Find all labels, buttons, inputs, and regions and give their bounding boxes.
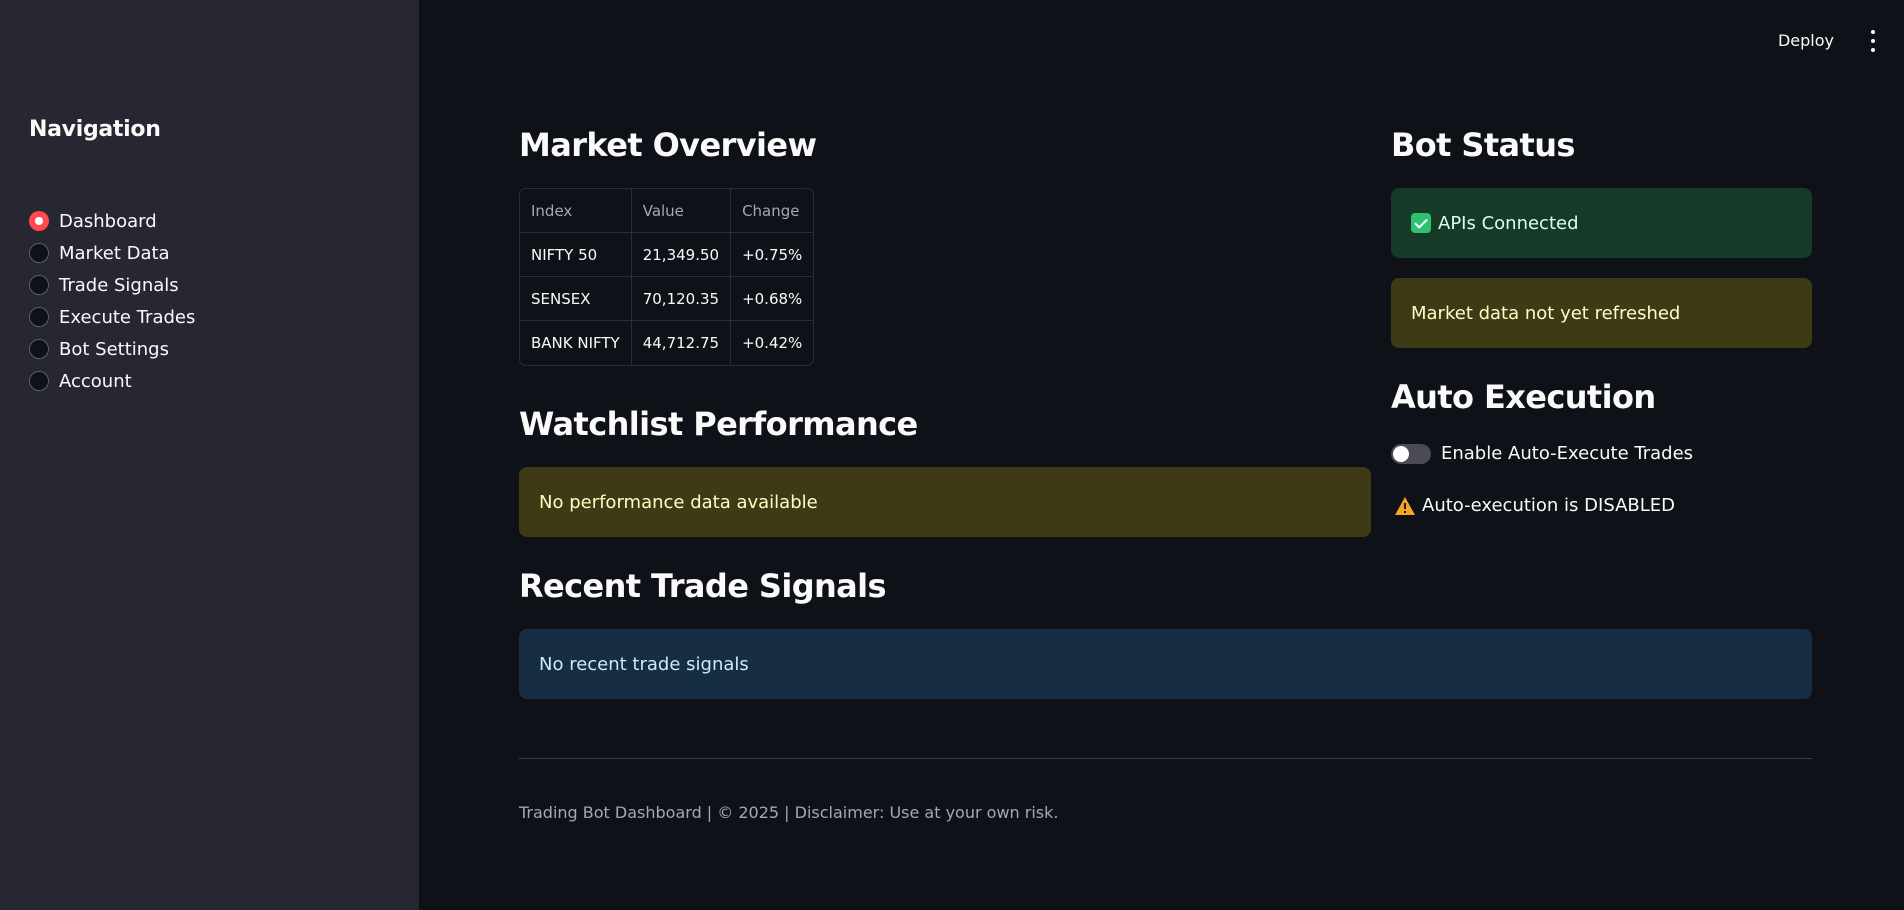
column-header[interactable]: Change bbox=[731, 189, 814, 233]
nav-item-dashboard[interactable]: Dashboard bbox=[29, 205, 195, 237]
auto-execution-heading: Auto Execution bbox=[1391, 378, 1656, 416]
alert-message: No recent trade signals bbox=[539, 653, 749, 675]
nav-item-label: Market Data bbox=[59, 242, 170, 264]
radio-unselected-icon[interactable] bbox=[29, 307, 49, 327]
nav-item-trade-signals[interactable]: Trade Signals bbox=[29, 269, 195, 301]
table-cell: 70,120.35 bbox=[631, 277, 732, 321]
nav-item-label: Dashboard bbox=[59, 210, 157, 232]
table-header-row: Index Value Change bbox=[520, 189, 814, 233]
market-data-warning-alert: Market data not yet refreshed bbox=[1391, 278, 1812, 348]
alert-message: Market data not yet refreshed bbox=[1411, 302, 1681, 324]
nav-item-label: Account bbox=[59, 370, 132, 392]
market-overview-heading: Market Overview bbox=[519, 126, 817, 164]
market-overview-table: Index Value Change NIFTY 50 21,349.50 +0… bbox=[519, 188, 815, 366]
radio-unselected-icon[interactable] bbox=[29, 339, 49, 359]
deploy-button[interactable]: Deploy bbox=[1777, 31, 1834, 50]
bot-status-heading: Bot Status bbox=[1391, 126, 1575, 164]
footer-text: Trading Bot Dashboard | © 2025 | Disclai… bbox=[519, 803, 1059, 822]
table-cell: 44,712.75 bbox=[632, 321, 732, 365]
nav-item-label: Trade Signals bbox=[59, 274, 179, 296]
nav-item-execute-trades[interactable]: Execute Trades bbox=[29, 301, 195, 333]
radio-selected-icon[interactable] bbox=[29, 211, 49, 231]
auto-execute-toggle-row[interactable]: Enable Auto-Execute Trades bbox=[1391, 443, 1693, 464]
radio-unselected-icon[interactable] bbox=[29, 371, 49, 391]
auto-execute-toggle[interactable] bbox=[1391, 443, 1431, 464]
sidebar-title: Navigation bbox=[29, 117, 161, 142]
nav-item-bot-settings[interactable]: Bot Settings bbox=[29, 333, 195, 365]
trade-signals-heading: Recent Trade Signals bbox=[519, 567, 887, 605]
trade-signals-info-alert: No recent trade signals bbox=[519, 629, 1812, 699]
table-row: BANK NIFTY 44,712.75 +0.42% bbox=[520, 321, 813, 365]
divider bbox=[519, 758, 1812, 759]
column-header[interactable]: Value bbox=[631, 189, 732, 233]
table-cell: 21,349.50 bbox=[631, 233, 732, 277]
table-row: SENSEX 70,120.35 +0.68% bbox=[520, 277, 814, 321]
table-cell: NIFTY 50 bbox=[520, 233, 632, 277]
radio-unselected-icon[interactable] bbox=[29, 275, 49, 295]
nav-radio-group: Dashboard Market Data Trade Signals Exec… bbox=[29, 205, 195, 397]
nav-item-market-data[interactable]: Market Data bbox=[29, 237, 195, 269]
watchlist-heading: Watchlist Performance bbox=[519, 405, 918, 443]
table-cell: SENSEX bbox=[520, 277, 632, 321]
nav-item-account[interactable]: Account bbox=[29, 365, 195, 397]
table-cell: BANK NIFTY bbox=[520, 321, 632, 365]
sidebar: Navigation Dashboard Market Data Trade S… bbox=[0, 0, 419, 910]
alert-message: No performance data available bbox=[539, 491, 818, 513]
nav-item-label: Execute Trades bbox=[59, 306, 196, 328]
toggle-label: Enable Auto-Execute Trades bbox=[1441, 443, 1694, 464]
nav-item-label: Bot Settings bbox=[59, 338, 169, 360]
watchlist-warning-alert: No performance data available bbox=[519, 467, 1371, 537]
table-cell: +0.42% bbox=[742, 334, 803, 352]
warning-icon bbox=[1395, 496, 1415, 515]
check-icon bbox=[1411, 213, 1431, 233]
table-cell: +0.68% bbox=[731, 277, 814, 321]
status-text: Auto-execution is DISABLED bbox=[1422, 495, 1676, 516]
table-row: NIFTY 50 21,349.50 +0.75% bbox=[520, 233, 814, 277]
more-vertical-icon[interactable] bbox=[1866, 30, 1880, 52]
auto-execution-status: Auto-execution is DISABLED bbox=[1394, 495, 1675, 516]
column-header[interactable]: Index bbox=[520, 189, 632, 233]
radio-unselected-icon[interactable] bbox=[29, 243, 49, 263]
table-cell: +0.75% bbox=[731, 233, 814, 277]
alert-message: APIs Connected bbox=[1438, 212, 1579, 234]
api-status-success-alert: APIs Connected bbox=[1391, 188, 1812, 258]
